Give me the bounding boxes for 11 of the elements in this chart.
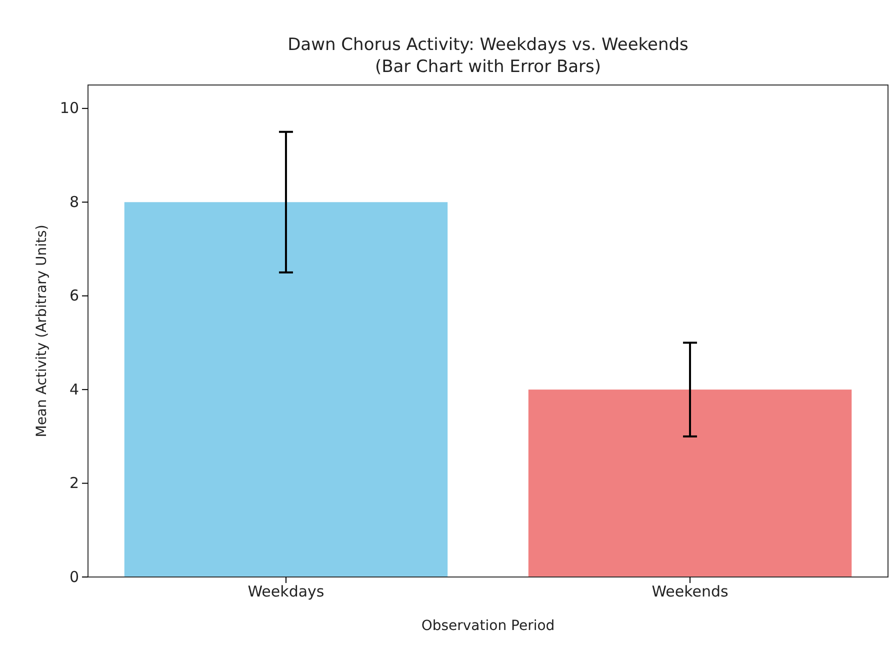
- x-axis-title: Observation Period: [421, 618, 555, 634]
- y-tick-label: 0: [69, 568, 79, 586]
- y-tick-label: 6: [69, 286, 79, 305]
- x-tick-label: Weekends: [652, 582, 729, 601]
- y-tick-label: 10: [60, 99, 79, 118]
- chart-title: Dawn Chorus Activity: Weekdays vs. Weekends (Bar Chart with Error Bars): [288, 35, 689, 77]
- y-tick-label: 8: [69, 192, 79, 211]
- y-tick-label: 2: [69, 474, 79, 492]
- y-axis-title: Mean Activity (Arbitrary Units): [34, 224, 50, 438]
- x-tick-label: Weekdays: [248, 582, 324, 601]
- y-tick-label: 4: [69, 380, 79, 398]
